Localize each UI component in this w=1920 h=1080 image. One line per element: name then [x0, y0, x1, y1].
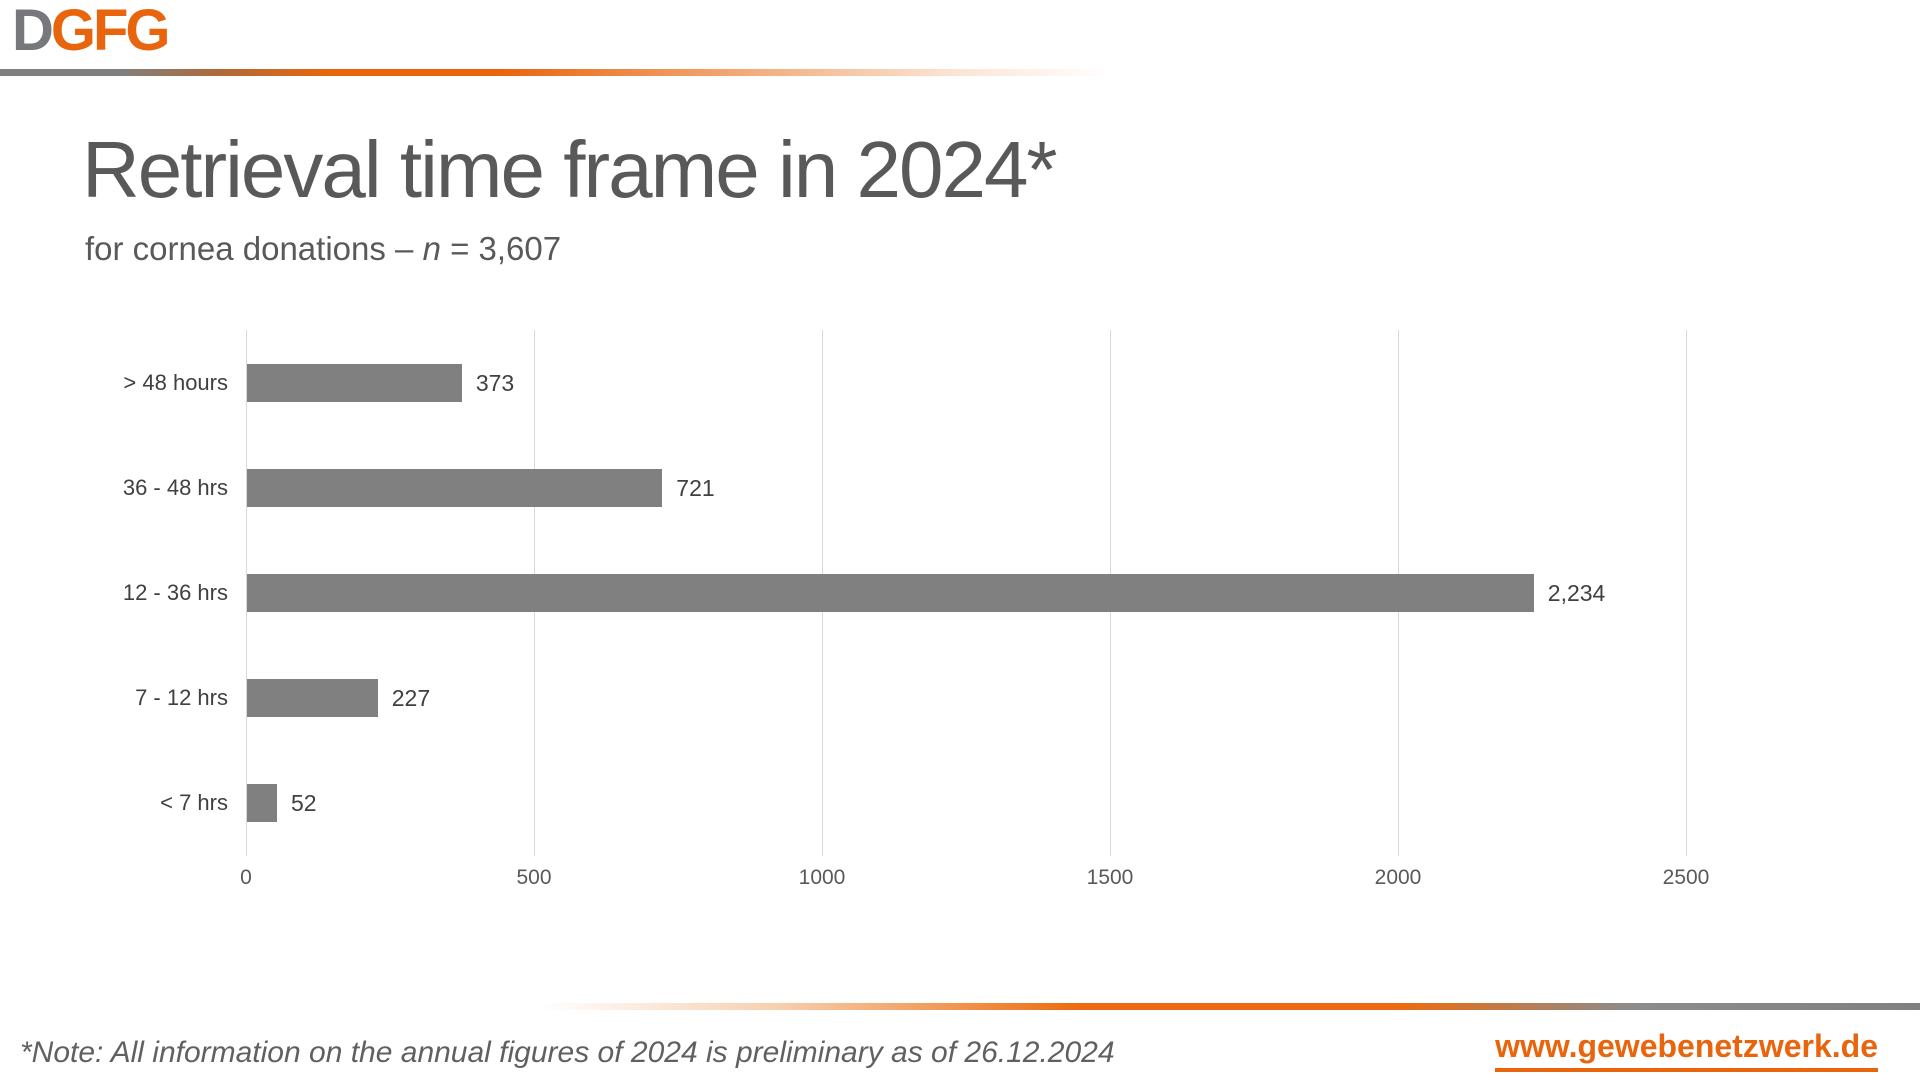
gridline — [1686, 330, 1687, 856]
bottom-divider — [0, 1003, 1920, 1010]
chart-bar — [247, 784, 277, 823]
website-link[interactable]: www.gewebenetzwerk.de — [1495, 1028, 1878, 1072]
subtitle-prefix: for cornea donations – — [85, 230, 423, 267]
x-axis-tick-label: 1000 — [798, 866, 846, 889]
x-axis-tick-label: 2000 — [1374, 866, 1422, 889]
category-label: < 7 hrs — [160, 790, 228, 816]
x-axis-tick-label: 0 — [240, 866, 252, 889]
footnote: *Note: All information on the annual fig… — [20, 1036, 1115, 1069]
chart-bar — [247, 468, 663, 507]
logo-letters-gfg: GFG — [50, 0, 171, 63]
chart-bar — [247, 679, 378, 718]
gridline — [246, 330, 247, 856]
x-axis-tick-label: 500 — [516, 866, 552, 889]
subtitle-n: n — [422, 230, 441, 267]
top-divider — [0, 69, 1130, 76]
logo-letter-d: D — [12, 0, 54, 63]
chart-bar — [247, 574, 1534, 612]
value-label: 227 — [391, 685, 431, 712]
value-label: 52 — [290, 790, 317, 817]
x-axis-tick-label: 2500 — [1662, 866, 1710, 889]
subtitle-suffix: = 3,607 — [440, 230, 562, 267]
bar-chart: 0 500 1000 1500 2000 2500 > 48 hours 373 36 - 48… — [0, 330, 1920, 889]
page-title: Retrieval time frame in 2024* — [82, 125, 1058, 214]
dgfg-logo: DGFG — [12, 0, 171, 63]
category-label: 12 - 36 hrs — [122, 580, 228, 605]
value-label: 721 — [676, 474, 715, 501]
chart-bar — [247, 363, 462, 402]
category-label: > 48 hours — [123, 369, 228, 395]
value-label: 373 — [475, 369, 515, 396]
x-axis-tick-label: 1500 — [1086, 866, 1134, 889]
category-label: 7 - 12 hrs — [135, 685, 228, 711]
page-subtitle: for cornea donations – n = 3,607 — [85, 230, 561, 268]
value-label: 2,234 — [1547, 580, 1606, 606]
category-label: 36 - 48 hrs — [122, 474, 228, 500]
